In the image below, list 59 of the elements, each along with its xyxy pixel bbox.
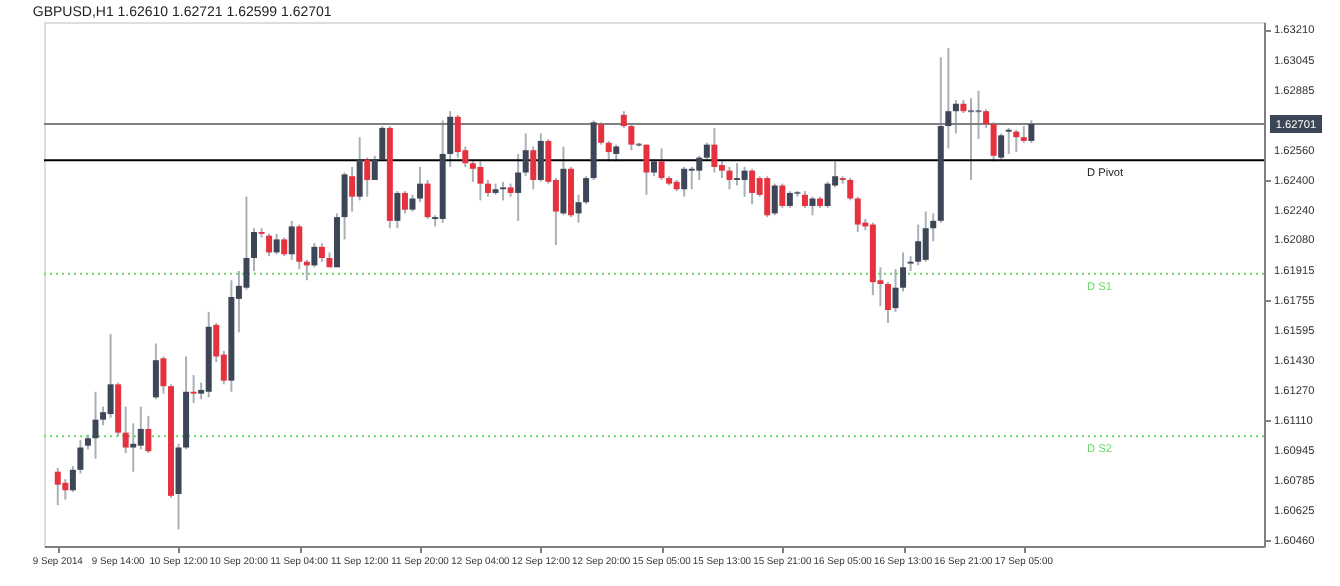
candlestick: [771, 182, 778, 217]
candlestick: [54, 466, 61, 507]
candlestick: [779, 182, 786, 209]
candlestick: [107, 333, 114, 419]
candlestick: [145, 414, 152, 455]
candlestick: [711, 126, 718, 174]
candlestick: [394, 190, 401, 230]
candlestick: [915, 223, 922, 267]
candlestick: [854, 195, 861, 233]
candlestick: [356, 136, 363, 202]
candlestick: [364, 156, 371, 198]
candlestick: [726, 165, 733, 191]
candlestick: [749, 167, 756, 206]
candlestick: [379, 125, 386, 163]
candlestick: [567, 165, 574, 219]
candlestick: [130, 422, 137, 473]
candlestick: [477, 160, 484, 202]
candlestick: [1028, 119, 1035, 144]
candlestick: [809, 195, 816, 217]
candlestick: [688, 165, 695, 191]
candlestick: [401, 190, 408, 215]
candlestick: [952, 99, 959, 135]
candlestick: [922, 210, 929, 263]
candlestick: [152, 342, 159, 401]
candlestick: [741, 165, 748, 198]
candlestick: [696, 154, 703, 181]
candlestick: [990, 121, 997, 163]
candlestick: [318, 242, 325, 263]
candlestick: [296, 223, 303, 271]
candlestick: [847, 177, 854, 202]
candlestick: [454, 113, 461, 159]
candlestick: [417, 165, 424, 204]
candlestick: [1013, 128, 1020, 154]
candlestick: [137, 405, 144, 451]
candlestick: [251, 227, 257, 272]
candlestick: [643, 143, 650, 196]
candlestick: [598, 121, 605, 146]
candlestick: [266, 232, 273, 258]
candlestick: [681, 165, 688, 198]
candlestick: [605, 139, 612, 163]
candlestick: [537, 132, 544, 183]
candlestick: [975, 89, 982, 141]
candlestick: [349, 165, 356, 213]
candlestick: [764, 175, 771, 219]
candlestick: [424, 178, 431, 220]
candlestick: [190, 374, 197, 404]
candlestick: [734, 162, 741, 187]
candlestick: [522, 132, 529, 178]
candlestick: [515, 152, 522, 222]
candlestick: [658, 147, 665, 181]
candlestick: [884, 281, 891, 325]
candlestick: [273, 232, 280, 256]
candlestick: [500, 180, 507, 202]
candlestick: [341, 171, 348, 241]
candlestick: [1005, 126, 1012, 155]
candlestick: [281, 236, 288, 258]
candlestick: [288, 219, 295, 261]
candlestick: [92, 390, 99, 460]
candlestick: [967, 97, 974, 181]
